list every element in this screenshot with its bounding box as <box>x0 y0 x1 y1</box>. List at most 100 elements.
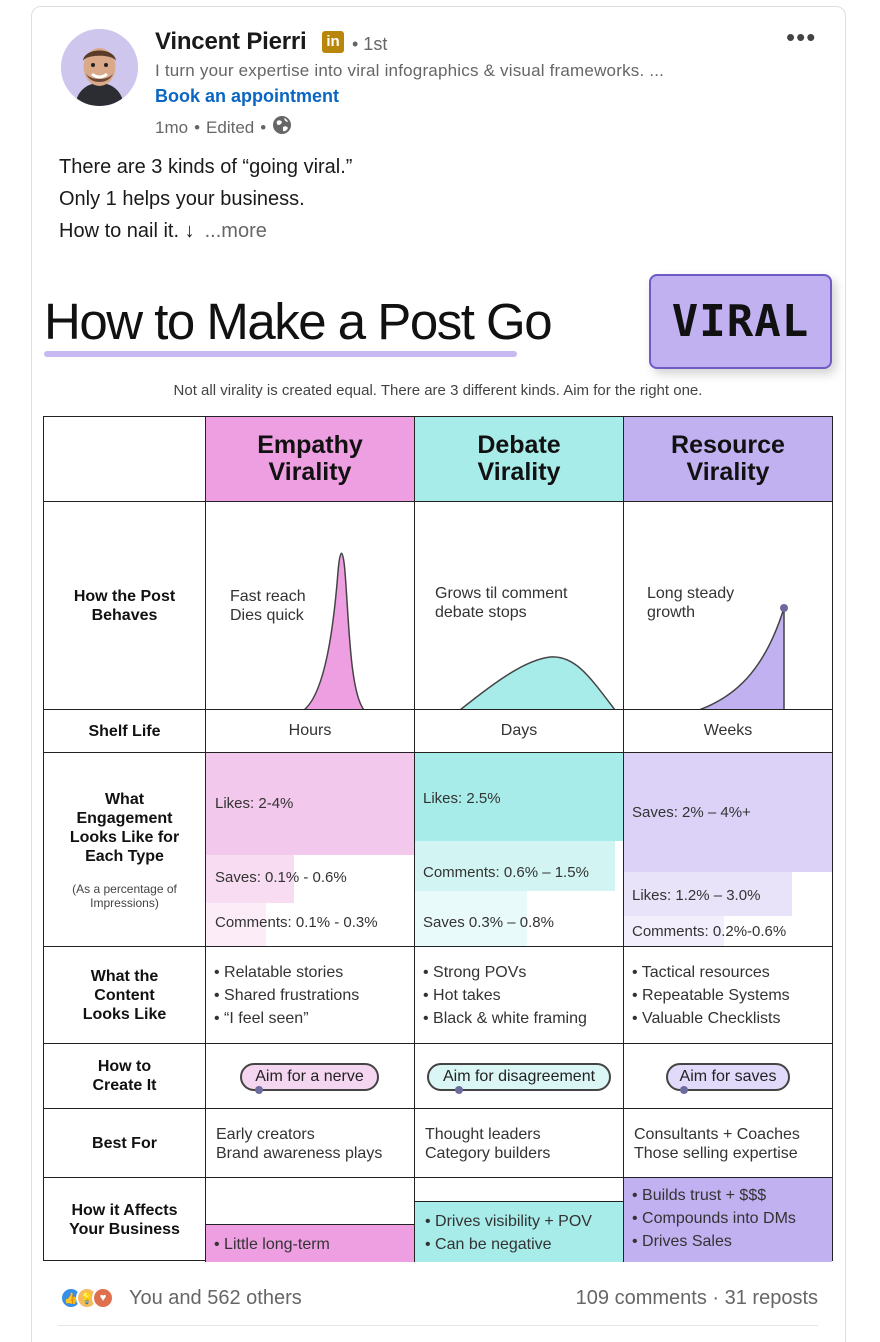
engagement-debate: Likes: 2.5% Comments: 0.6% – 1.5% Saves … <box>415 753 624 947</box>
corner-cell <box>44 417 206 502</box>
infographic-title: How to Make a Post Go <box>44 293 553 350</box>
curve-label: Fast reach Dies quick <box>230 588 306 624</box>
content-empathy: • Relatable stories • Shared frustration… <box>206 947 415 1044</box>
content-debate: • Strong POVs • Hot takes • Black & whit… <box>415 947 624 1044</box>
best-debate: Thought leaders Category builders <box>415 1109 624 1178</box>
globe-icon <box>272 115 292 140</box>
divider <box>58 1325 818 1326</box>
likes-bar <box>415 753 623 841</box>
post-body: There are 3 kinds of “going viral.” Only… <box>59 151 352 247</box>
reactions-count[interactable]: You and 562 others <box>129 1287 302 1309</box>
shelf-debate: Days <box>415 710 624 753</box>
row-label-content: What the Content Looks Like <box>44 947 206 1044</box>
best-text: Thought leaders Category builders <box>425 1126 551 1162</box>
col-header-resource: Resource Virality <box>624 417 832 502</box>
reposts-count[interactable]: 31 reposts <box>724 1287 818 1309</box>
col-header-debate: Debate Virality <box>415 417 624 502</box>
author-avatar[interactable] <box>61 29 138 106</box>
stat: Likes: 2.5% <box>423 790 501 807</box>
connection-degree: • 1st <box>352 34 388 54</box>
bell-curve <box>460 656 616 709</box>
row-label-behaves: How the Post Behaves <box>44 502 206 710</box>
aim-pill: Aim for a nerve <box>240 1063 379 1091</box>
bullet-list: • Tactical resources • Repeatable System… <box>632 964 790 1027</box>
post-text-line: How to nail it. ↓ ...more <box>59 220 267 242</box>
row-label-affects: How it Affects Your Business <box>44 1178 206 1262</box>
comments-bar <box>415 841 615 891</box>
best-text: Early creators Brand awareness plays <box>216 1126 383 1162</box>
affects-debate: • Drives visibility + POV • Can be negat… <box>415 1178 624 1262</box>
best-empathy: Early creators Brand awareness plays <box>206 1109 415 1178</box>
reaction-icons[interactable]: 👍 💡 ♥ <box>60 1287 114 1309</box>
curve-label: Long steady growth <box>647 585 735 621</box>
engagement-note: (As a percentage of Impressions) <box>72 881 177 910</box>
meta-separator: • <box>260 117 267 137</box>
pill-dot <box>455 1086 463 1094</box>
pill-dot <box>680 1086 688 1094</box>
likes-bar <box>624 872 792 916</box>
comments-bar <box>206 903 266 946</box>
saves-bar <box>624 753 832 872</box>
stat: Saves: 0.1% - 0.6% <box>215 869 347 886</box>
col-header-empathy: Empathy Virality <box>206 417 415 502</box>
stat: Saves: 2% – 4%+ <box>632 804 751 821</box>
affects-bar <box>206 1224 414 1262</box>
stat: Comments: 0.6% – 1.5% <box>423 864 589 881</box>
social-counts: 109 comments · 31 reposts <box>576 1287 818 1310</box>
title-underline <box>44 351 517 357</box>
affects-empathy: • Little long-term <box>206 1178 415 1262</box>
row-label-shelf: Shelf Life <box>44 710 206 753</box>
create-resource: Aim for saves <box>624 1044 832 1109</box>
best-text: Consultants + Coaches Those selling expe… <box>634 1126 800 1162</box>
bullet-list: • Builds trust + $$$ • Compounds into DM… <box>632 1187 796 1250</box>
shelf-empathy: Hours <box>206 710 415 753</box>
bullet-list: • Little long-term <box>214 1236 330 1253</box>
see-more-link[interactable]: ...more <box>204 220 267 242</box>
affects-bar <box>415 1201 623 1262</box>
post-text-line: Only 1 helps your business. <box>59 188 305 210</box>
love-reaction-icon: ♥ <box>92 1287 114 1309</box>
engagement-empathy: Likes: 2-4% Saves: 0.1% - 0.6% Comments:… <box>206 753 415 947</box>
linkedin-premium-icon: in <box>322 31 344 53</box>
more-options-button[interactable]: ••• <box>786 22 817 52</box>
post-time: 1mo <box>155 117 189 137</box>
saves-bar <box>415 891 527 946</box>
stat: Likes: 1.2% – 3.0% <box>632 887 761 904</box>
count-separator: · <box>706 1287 725 1309</box>
curve-cell-empathy: Fast reach Dies quick <box>206 502 415 710</box>
bullet-list: • Drives visibility + POV • Can be negat… <box>425 1213 592 1253</box>
stat: Saves 0.3% – 0.8% <box>423 914 554 931</box>
shelf-resource: Weeks <box>624 710 832 753</box>
post-card <box>31 6 846 1342</box>
pill-dot <box>255 1086 263 1094</box>
author-name[interactable]: Vincent Pierri <box>155 28 307 55</box>
best-resource: Consultants + Coaches Those selling expe… <box>624 1109 832 1178</box>
growth-curve <box>699 604 788 709</box>
row-label-create: How to Create It <box>44 1044 206 1109</box>
edited-label: Edited <box>206 117 255 137</box>
affects-resource: • Builds trust + $$$ • Compounds into DM… <box>624 1178 832 1262</box>
curve-label: Grows til comment debate stops <box>435 585 568 621</box>
comments-count[interactable]: 109 comments <box>575 1287 707 1309</box>
post-text-line: There are 3 kinds of “going viral.” <box>59 156 353 178</box>
virality-table: Empathy Virality Debate Virality Resource V… <box>43 416 833 1262</box>
row-label-best: Best For <box>44 1109 206 1178</box>
create-empathy: Aim for a nerve <box>206 1044 415 1109</box>
spike-curve <box>303 552 365 709</box>
book-appointment-link[interactable]: Book an appointment <box>155 86 339 106</box>
aim-pill: Aim for disagreement <box>427 1063 611 1091</box>
bullet-list: • Strong POVs • Hot takes • Black & whit… <box>423 964 587 1027</box>
author-headline: I turn your expertise into viral infogra… <box>155 61 665 80</box>
curve-cell-debate: Grows til comment debate stops <box>415 502 624 710</box>
likes-bar <box>206 753 414 855</box>
create-debate: Aim for disagreement <box>415 1044 624 1109</box>
saves-bar <box>206 855 294 903</box>
post-meta: 1mo • Edited • <box>155 115 292 140</box>
stat: Comments: 0.1% - 0.3% <box>215 914 378 931</box>
curve-cell-resource: Long steady growth <box>624 502 832 710</box>
viral-highlight: VIRAL <box>649 274 832 369</box>
stat: Likes: 2-4% <box>215 795 294 812</box>
row-label-engagement: What Engagement Looks Like for Each Type… <box>44 753 206 947</box>
engagement-resource: Saves: 2% – 4%+ Likes: 1.2% – 3.0% Comme… <box>624 753 832 947</box>
bullet-list: • Relatable stories • Shared frustration… <box>214 964 360 1027</box>
